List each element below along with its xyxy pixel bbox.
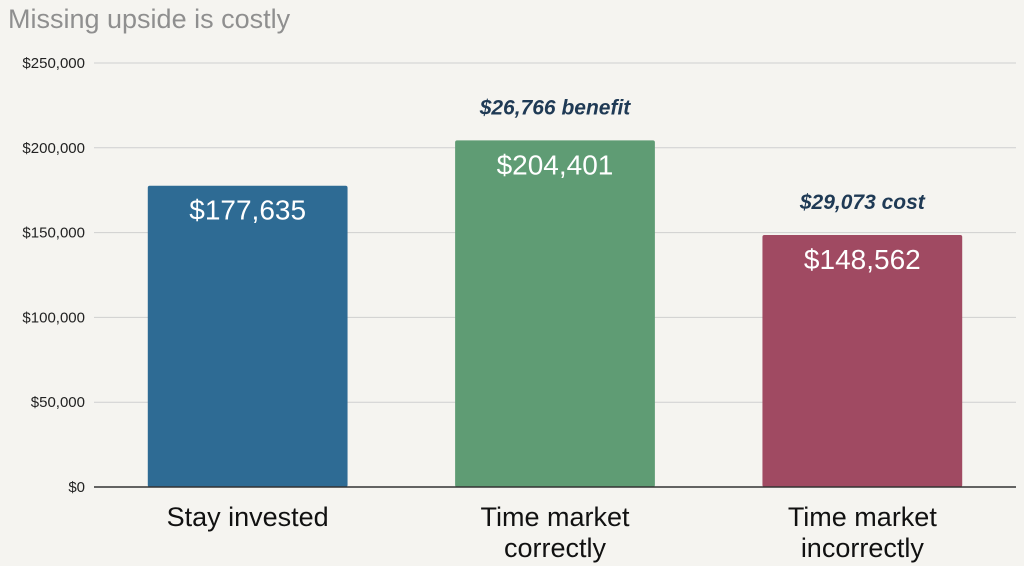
- bar-value-label: $204,401: [497, 149, 614, 180]
- bar-value-label: $148,562: [804, 244, 921, 275]
- bar-annotation: $29,073 cost: [799, 191, 926, 214]
- bar-value-label: $177,635: [189, 195, 306, 226]
- chart-title: Missing upside is costly: [8, 4, 291, 34]
- y-tick-label: $150,000: [22, 225, 85, 242]
- bar: [762, 235, 963, 487]
- y-tick-label: $0: [68, 479, 85, 496]
- bar: [455, 140, 655, 487]
- y-tick-label: $200,000: [22, 140, 85, 157]
- x-category-label: Stay invested: [167, 502, 329, 532]
- y-tick-label: $100,000: [22, 309, 85, 326]
- y-tick-label: $250,000: [22, 55, 85, 72]
- y-axis-ticks: $0 $50,000 $100,000 $150,000 $200,000 $250,00…: [22, 55, 85, 496]
- x-category-label: incorrectly: [801, 533, 925, 563]
- annotations: $26,766 benefit $29,073 cost: [479, 96, 926, 214]
- data-labels: $177,635 $204,401 $148,562: [189, 149, 920, 275]
- x-category-label: correctly: [504, 533, 607, 563]
- bar: [147, 185, 348, 488]
- x-category-label: Time market: [788, 502, 938, 532]
- bar-annotation: $26,766 benefit: [479, 96, 632, 119]
- y-tick-label: $50,000: [31, 394, 85, 411]
- bars: [147, 140, 963, 488]
- x-category-label: Time market: [480, 502, 630, 532]
